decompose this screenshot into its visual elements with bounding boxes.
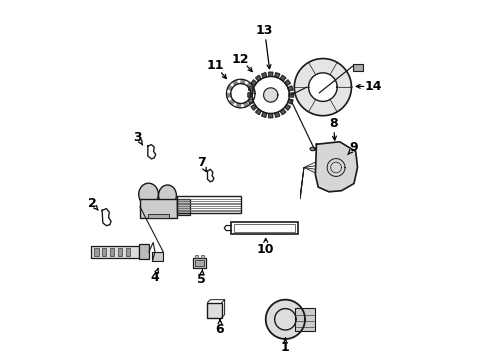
Bar: [195, 260, 203, 266]
Polygon shape: [262, 73, 267, 78]
Polygon shape: [289, 93, 294, 97]
Text: 2: 2: [88, 197, 97, 210]
Polygon shape: [247, 82, 252, 88]
Bar: [140, 199, 177, 218]
Bar: [295, 307, 315, 331]
Bar: [126, 248, 130, 256]
Polygon shape: [288, 99, 293, 104]
Polygon shape: [266, 300, 305, 339]
Bar: [177, 199, 190, 215]
Polygon shape: [251, 104, 257, 110]
Text: 4: 4: [150, 271, 159, 284]
Polygon shape: [226, 94, 231, 98]
Bar: [102, 248, 106, 256]
Polygon shape: [249, 97, 254, 102]
Text: 6: 6: [216, 323, 224, 336]
Text: 5: 5: [197, 273, 206, 286]
Text: 9: 9: [350, 141, 358, 154]
Polygon shape: [285, 104, 291, 110]
Polygon shape: [233, 80, 238, 85]
Bar: [234, 224, 295, 232]
Text: 8: 8: [329, 117, 338, 130]
Polygon shape: [244, 102, 249, 107]
Bar: [139, 244, 149, 259]
Text: 13: 13: [256, 24, 273, 37]
Polygon shape: [248, 93, 252, 97]
Text: 3: 3: [133, 131, 142, 144]
Polygon shape: [248, 86, 254, 91]
Polygon shape: [227, 85, 233, 90]
Bar: [195, 255, 198, 258]
Polygon shape: [264, 88, 278, 102]
Polygon shape: [294, 59, 351, 116]
Ellipse shape: [310, 147, 316, 151]
Ellipse shape: [159, 185, 176, 206]
Bar: [148, 214, 169, 218]
Text: 7: 7: [197, 156, 206, 168]
Polygon shape: [275, 73, 280, 78]
Ellipse shape: [139, 183, 158, 205]
Polygon shape: [229, 99, 235, 105]
Polygon shape: [275, 112, 280, 117]
Polygon shape: [316, 142, 358, 192]
Bar: [201, 255, 203, 258]
Bar: [118, 248, 122, 256]
Polygon shape: [269, 113, 273, 118]
Polygon shape: [241, 79, 245, 84]
Bar: [177, 196, 241, 213]
Text: 14: 14: [364, 80, 382, 93]
Bar: [152, 252, 163, 261]
Text: 12: 12: [232, 53, 249, 66]
Polygon shape: [262, 112, 267, 117]
Polygon shape: [251, 80, 257, 86]
Bar: [353, 64, 363, 71]
Polygon shape: [288, 86, 293, 91]
Polygon shape: [269, 72, 273, 76]
Polygon shape: [236, 103, 241, 108]
Text: 10: 10: [257, 243, 274, 256]
Polygon shape: [285, 80, 291, 86]
Polygon shape: [280, 109, 286, 114]
Bar: [94, 248, 98, 256]
Bar: [193, 258, 206, 268]
Polygon shape: [256, 109, 261, 114]
Polygon shape: [250, 90, 255, 94]
Text: 11: 11: [207, 59, 224, 72]
Bar: [110, 248, 114, 256]
Bar: [231, 222, 297, 234]
Polygon shape: [256, 75, 261, 81]
Bar: [91, 246, 139, 257]
Polygon shape: [280, 75, 286, 81]
Bar: [207, 302, 222, 318]
Text: 1: 1: [281, 341, 290, 354]
Polygon shape: [248, 99, 254, 104]
